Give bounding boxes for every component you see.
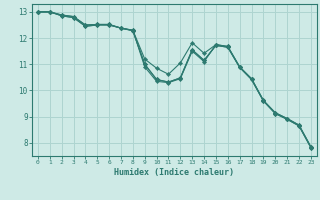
X-axis label: Humidex (Indice chaleur): Humidex (Indice chaleur) [115, 168, 234, 177]
